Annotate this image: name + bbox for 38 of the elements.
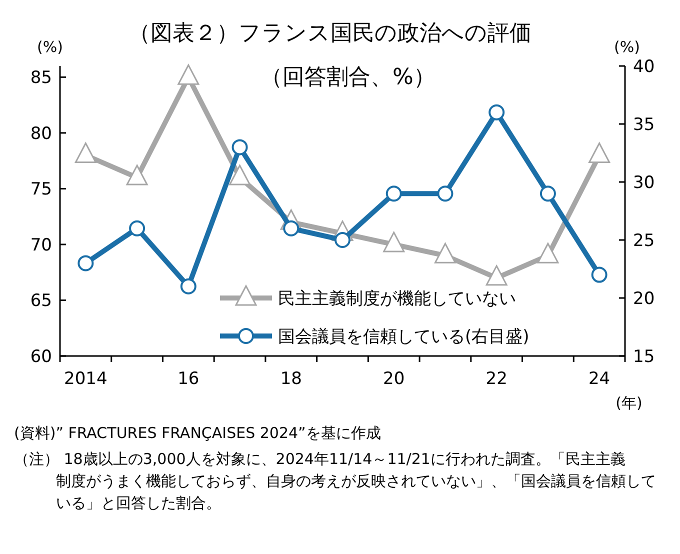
point	[540, 186, 556, 202]
legend-label: 国会議員を信頼している(右目盛)	[278, 326, 530, 347]
point	[180, 278, 196, 294]
y-tick-label: 80	[30, 124, 52, 144]
y-tick-label: 60	[30, 346, 52, 367]
x-tick-label: 18	[280, 369, 302, 389]
y2-tick-label: 35	[633, 114, 655, 135]
y2-axis-title: (%)	[614, 38, 640, 56]
y2-tick-label: 40	[633, 56, 655, 77]
text: （注） 18歳以上の3,000人を対象に、2024年11/14～11/21に行われた調査。「民主主義制度がうまく機能しておらず、自身の考えが反映されていない」、「国会議員を信頼している」と回答した割合。	[14, 450, 656, 512]
y-tick-label: 65	[30, 291, 52, 312]
point	[334, 232, 350, 248]
y-tick-label: 75	[30, 180, 52, 200]
x-tick-label: 20	[383, 369, 405, 389]
y2-tick-label: 30	[633, 172, 655, 193]
x-axis-title: (年)	[616, 394, 642, 412]
point	[437, 186, 454, 202]
chart-subtitle: （回答割合、%）	[260, 65, 436, 90]
y-axis-title: (%)	[37, 38, 63, 56]
point	[129, 220, 146, 236]
x-tick-label: 24	[588, 369, 610, 389]
point	[283, 220, 300, 236]
x-tick-label: 22	[486, 369, 508, 389]
chart-title: （図表２）フランス国民の政治への評価	[128, 21, 532, 46]
y2-tick-label: 15	[633, 346, 655, 367]
point	[232, 139, 248, 156]
y-tick-label: 85	[30, 68, 52, 88]
y2-tick-label: 25	[633, 230, 655, 251]
y2-tick-label: 20	[633, 288, 655, 309]
point	[488, 104, 505, 120]
point	[78, 255, 94, 272]
y-tick-label: 70	[30, 235, 52, 256]
point	[591, 266, 608, 283]
point	[386, 186, 402, 202]
x-tick-label: 16	[178, 369, 200, 389]
legend-label: 民主主義制度が機能していない	[278, 288, 516, 309]
x-tick-label: 2014	[64, 369, 108, 389]
text: (資料)” FRACTURES FRANÇAISES 2024”を基に作成	[14, 424, 381, 442]
